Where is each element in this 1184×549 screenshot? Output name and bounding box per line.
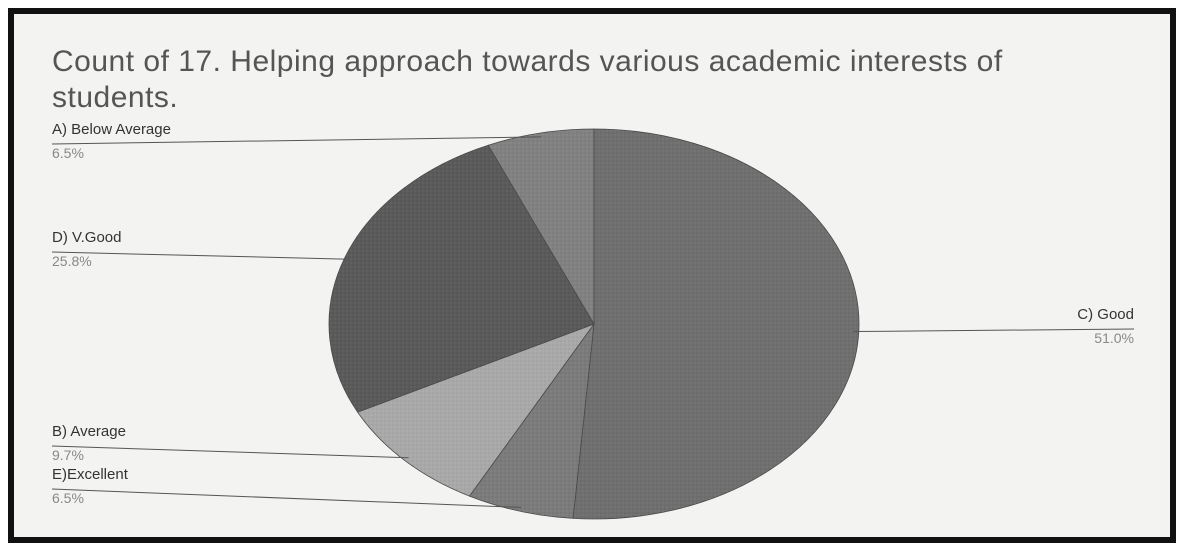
slice-label-a-below-average: A) Below Average <box>52 121 171 138</box>
slice-label-e-excellent: E)Excellent <box>52 466 129 483</box>
leader-line-c-good <box>853 328 1135 333</box>
slice-percent-c-good: 51.0% <box>1094 330 1134 346</box>
chart-title: Count of 17. Helping approach towards va… <box>52 45 1003 114</box>
pie-slice-texture-a-below-average <box>488 129 594 324</box>
slice-label-d-v-good: D) V.Good <box>52 229 122 246</box>
slice-percent-e-excellent: 6.5% <box>52 490 84 506</box>
pie-slice-texture-d-v-good <box>329 145 594 413</box>
slice-percent-a-below-average: 6.5% <box>52 145 84 161</box>
leader-line-b-average <box>51 445 409 459</box>
chart-frame: Count of 17. Helping approach towards va… <box>8 8 1176 543</box>
leader-line-a-below-average <box>51 136 542 145</box>
pie-slice-texture-c-good <box>573 129 859 519</box>
leader-line-e-excellent <box>51 488 522 508</box>
pie-slice-texture-e-excellent <box>469 324 594 519</box>
slice-percent-b-average: 9.7% <box>52 447 84 463</box>
pie-slice-texture-b-average <box>357 324 594 497</box>
leader-line-d-v-good <box>51 251 350 260</box>
slice-percent-d-v-good: 25.8% <box>52 253 92 269</box>
slice-label-b-average: B) Average <box>52 423 126 440</box>
pie-chart: C) Good 51.0% E)Excellent 6.5% B) Average 9.7… <box>51 121 1135 520</box>
slice-label-c-good: C) Good <box>1077 306 1134 323</box>
